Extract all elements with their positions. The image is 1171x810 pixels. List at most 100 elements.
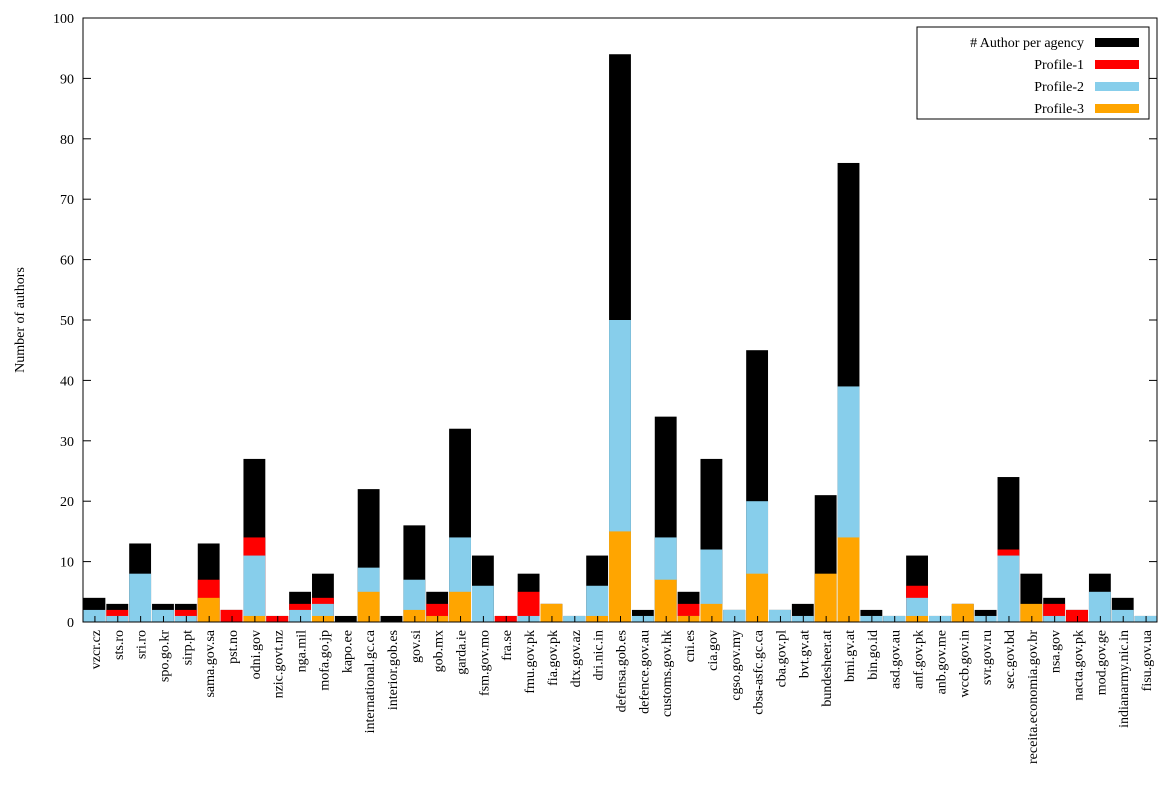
bar-s3-25 (654, 579, 677, 622)
bar-s3-22 (586, 615, 609, 622)
bar-s3-29 (746, 573, 769, 622)
legend-label-2: Profile-2 (1034, 80, 1084, 95)
legend-swatch-1 (1095, 60, 1139, 69)
x-tick-label-0: vzcr.cz (89, 630, 104, 669)
x-tick-label-1: sts.ro (112, 630, 127, 660)
bar-s2-31 (791, 615, 814, 622)
bar-s1-6 (220, 609, 243, 622)
bar-s2-45 (1111, 609, 1134, 622)
bar-s2-44 (1088, 591, 1111, 622)
x-tick-label-16: garda.ie (455, 630, 470, 675)
x-tick-label-29: cbsa-asfc.gc.ca (752, 629, 767, 715)
x-tick-label-18: fra.se (500, 630, 515, 661)
bar-s2-40 (997, 555, 1020, 622)
bar-s3-20 (540, 603, 563, 622)
bar-s3-12 (357, 591, 380, 622)
bar-s0-13 (380, 615, 403, 622)
bar-s1-19 (517, 591, 540, 622)
legend-swatch-2 (1095, 82, 1139, 91)
legend-label-1: Profile-1 (1034, 58, 1084, 73)
legend-label-3: Profile-3 (1034, 102, 1084, 117)
y-axis-title: Number of authors (13, 267, 28, 373)
bar-s3-16 (449, 591, 471, 622)
x-tick-label-26: cni.es (683, 630, 698, 662)
bar-s2-0 (83, 609, 106, 622)
x-tick-label-15: gob.mx (432, 630, 447, 672)
bar-s2-28 (723, 609, 746, 622)
bar-s2-17 (471, 585, 494, 622)
x-tick-label-17: fsm.gov.mo (477, 630, 492, 696)
y-tick-label-0: 0 (67, 616, 74, 631)
x-tick-label-9: nga.mil (295, 630, 310, 672)
y-tick-label-7: 70 (60, 193, 74, 208)
bar-s2-19 (517, 615, 540, 622)
bar-s3-23 (609, 531, 631, 622)
x-tick-label-4: sirp.pt (180, 630, 195, 666)
y-tick-label-6: 60 (60, 254, 74, 269)
bar-s2-21 (563, 615, 586, 622)
x-tick-label-33: bmi.gv.at (843, 630, 858, 682)
bar-s2-30 (769, 609, 791, 622)
bar-s2-4 (174, 615, 197, 622)
legend-swatch-3 (1095, 104, 1139, 113)
bars-layer (83, 54, 1157, 623)
bar-s2-2 (129, 573, 152, 622)
x-tick-label-27: cia.gov (706, 630, 721, 671)
bar-s2-7 (243, 555, 266, 622)
x-tick-label-11: kapo.ee (340, 630, 355, 673)
x-tick-label-44: mod.gov.ge (1094, 630, 1109, 695)
x-tick-label-2: sri.ro (135, 630, 150, 659)
x-tick-label-36: anf.gov.pk (912, 630, 927, 689)
x-tick-label-21: dtx.gov.az (569, 630, 584, 687)
y-tick-label-3: 30 (60, 435, 74, 450)
y-tick-label-2: 20 (60, 495, 74, 510)
y-axis: 0 10 20 30 40 50 60 70 80 90 100 (53, 12, 1157, 631)
x-tick-label-10: mofa.go.jp (317, 630, 332, 691)
x-tick-label-34: bin.go.id (866, 630, 881, 680)
x-tick-label-23: defensa.gob.es (615, 630, 630, 712)
x-tick-label-42: nsa.gov (1049, 630, 1064, 673)
x-tick-label-24: defence.gov.au (637, 630, 652, 714)
bar-s3-32 (814, 573, 837, 622)
x-tick-label-3: spo.go.kr (157, 630, 172, 682)
bar-s1-43 (1066, 609, 1088, 622)
bar-s3-38 (951, 603, 974, 622)
x-tick-label-28: cgso.gov.my (729, 630, 744, 701)
x-tick-label-20: fia.gov.pk (546, 630, 561, 686)
bar-s0-11 (334, 615, 357, 622)
x-tick-label-30: cba.gov.pl (774, 630, 789, 688)
x-tick-label-46: fisu.gov.ua (1140, 629, 1155, 691)
bar-s3-10 (312, 615, 334, 622)
x-tick-label-37: anb.gov.me (934, 630, 949, 694)
x-tick-label-6: pst.no (226, 630, 241, 664)
legend: # Author per agency Profile-1 Profile-2 Pro… (916, 26, 1150, 120)
x-tick-label-25: customs.gov.hk (660, 630, 675, 717)
bar-s2-1 (106, 615, 129, 622)
y-tick-label-4: 40 (60, 374, 74, 389)
y-tick-label-9: 90 (60, 72, 74, 87)
x-tick-label-12: international.gc.ca (363, 629, 378, 733)
x-tick-label-8: nzic.govt.nz (272, 630, 287, 698)
bar-s2-42 (1043, 615, 1066, 622)
x-tick-label-41: receita.economia.gov.br (1026, 630, 1041, 764)
legend-swatch-0 (1095, 38, 1139, 47)
x-axis: vzcr.cz sts.ro sri.ro spo.go.kr sirp.pt sama.… (89, 616, 1155, 764)
y-tick-label-8: 80 (60, 133, 74, 148)
x-tick-label-45: indianarmy.nic.in (1117, 630, 1132, 728)
bar-s2-39 (974, 615, 997, 622)
x-tick-label-35: asd.gov.au (889, 630, 904, 689)
x-tick-label-7: odni.gov (249, 630, 264, 679)
bar-s3-5 (197, 597, 220, 622)
x-tick-label-14: gov.si (409, 630, 424, 663)
bar-s3-33 (837, 537, 860, 622)
x-tick-label-32: bundesheer.at (820, 630, 835, 707)
bar-s3-14 (403, 609, 426, 622)
x-tick-label-13: interior.gob.es (386, 630, 401, 710)
y-tick-label-10: 100 (53, 12, 74, 27)
x-tick-label-39: svr.gov.ru (980, 630, 995, 685)
x-tick-label-31: bvt.gv.at (797, 630, 812, 678)
legend-label-0: # Author per agency (970, 36, 1084, 51)
x-tick-label-38: wccb.gov.in (957, 630, 972, 698)
